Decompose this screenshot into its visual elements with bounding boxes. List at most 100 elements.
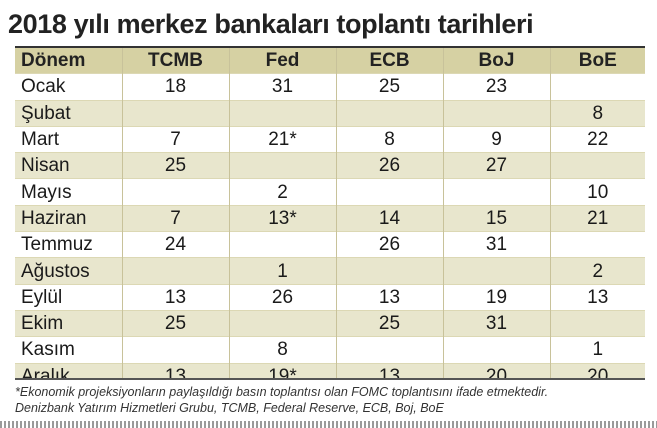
month-cell: Ekim [15,309,122,337]
ecb-cell: 14 [335,204,443,232]
table-row: Haziran 7 13* 14 15 21 [15,204,645,232]
page-title: 2018 yılı merkez bankaları toplantı tari… [8,9,534,39]
fed-cell: 2 [228,178,336,206]
table-row: Mart 7 21* 8 9 22 [15,125,645,153]
ecb-cell: 13 [335,283,443,311]
boe-cell: 20 [549,362,645,378]
tcmb-cell [121,178,229,206]
boj-cell [442,336,550,364]
month-cell: Kasım [15,336,122,364]
table-row: Şubat 8 [15,99,645,127]
table-row: Eylül 13 26 13 19 13 [15,283,645,311]
header-tcmb: TCMB [121,48,229,74]
tcmb-cell: 7 [121,125,229,153]
header-row: Dönem TCMB Fed ECB BoJ BoE [15,48,645,74]
fed-cell [228,99,336,127]
header-ecb: ECB [335,48,443,74]
tcmb-cell: 13 [121,362,229,378]
month-cell: Ocak [15,73,122,101]
fed-cell: 26 [228,283,336,311]
boe-cell: 1 [549,336,645,364]
boj-cell [442,178,550,206]
table-row: Nisan 25 26 27 [15,152,645,179]
fed-cell: 19* [228,362,336,378]
table-body: Ocak 18 31 25 23 Şubat 8 Mart [15,73,645,378]
fed-cell [228,152,336,179]
month-cell: Haziran [15,204,122,232]
month-cell: Eylül [15,283,122,311]
month-cell: Şubat [15,99,122,127]
source-credit: Denizbank Yatırım Hizmetleri Grubu, TCMB… [15,401,444,415]
boe-cell: 21 [549,204,645,232]
boj-cell: 31 [442,231,550,258]
ecb-cell: 26 [335,152,443,179]
month-cell: Nisan [15,152,122,179]
boe-cell [549,73,645,101]
month-cell: Ağustos [15,257,122,285]
month-cell: Aralık [15,362,122,378]
tcmb-cell [121,99,229,127]
month-cell: Mayıs [15,178,122,206]
table-row: Ağustos 1 2 [15,257,645,285]
boe-cell: 13 [549,283,645,311]
header-boe: BoE [549,48,645,74]
boj-cell: 27 [442,152,550,179]
tcmb-cell: 24 [121,231,229,258]
fed-cell: 13* [228,204,336,232]
footnote: *Ekonomik projeksiyonların paylaşıldığı … [15,385,549,399]
boj-cell [442,257,550,285]
ecb-cell: 25 [335,73,443,101]
tcmb-cell: 7 [121,204,229,232]
month-cell: Mart [15,125,122,153]
ecb-cell: 26 [335,231,443,258]
tcmb-cell: 18 [121,73,229,101]
boe-cell [549,152,645,179]
boj-cell: 31 [442,309,550,337]
table-row: Kasım 8 1 [15,336,645,364]
tcmb-cell: 25 [121,152,229,179]
boe-cell: 22 [549,125,645,153]
table-row: Ocak 18 31 25 23 [15,73,645,101]
boe-cell: 8 [549,99,645,127]
header-period: Dönem [15,48,122,74]
ecb-cell: 13 [335,362,443,378]
table-row: Mayıs 2 10 [15,178,645,206]
fed-cell: 31 [228,73,336,101]
table-row: Aralık 13 19* 13 20 20 [15,362,645,378]
ecb-cell [335,99,443,127]
boe-cell [549,309,645,337]
boj-cell: 23 [442,73,550,101]
ecb-cell [335,178,443,206]
tcmb-cell [121,336,229,364]
schedule-table: Dönem TCMB Fed ECB BoJ BoE Ocak 18 31 25… [15,48,645,378]
header-fed: Fed [228,48,336,74]
boe-cell: 10 [549,178,645,206]
boj-cell: 9 [442,125,550,153]
table-row: Temmuz 24 26 31 [15,231,645,258]
boe-cell: 2 [549,257,645,285]
ecb-cell: 8 [335,125,443,153]
table-row: Ekim 25 25 31 [15,309,645,337]
tcmb-cell: 25 [121,309,229,337]
boj-cell: 19 [442,283,550,311]
boj-cell: 15 [442,204,550,232]
ecb-cell [335,257,443,285]
boe-cell [549,231,645,258]
meeting-dates-table: Dönem TCMB Fed ECB BoJ BoE Ocak 18 31 25… [15,46,645,380]
month-cell: Temmuz [15,231,122,258]
header-boj: BoJ [442,48,550,74]
tcmb-cell: 13 [121,283,229,311]
boj-cell: 20 [442,362,550,378]
fed-cell: 21* [228,125,336,153]
table-header: Dönem TCMB Fed ECB BoJ BoE [15,48,645,74]
ecb-cell [335,336,443,364]
boj-cell [442,99,550,127]
tcmb-cell [121,257,229,285]
fed-cell [228,309,336,337]
ecb-cell: 25 [335,309,443,337]
fed-cell [228,231,336,258]
fed-cell: 1 [228,257,336,285]
bottom-divider [0,421,657,428]
fed-cell: 8 [228,336,336,364]
